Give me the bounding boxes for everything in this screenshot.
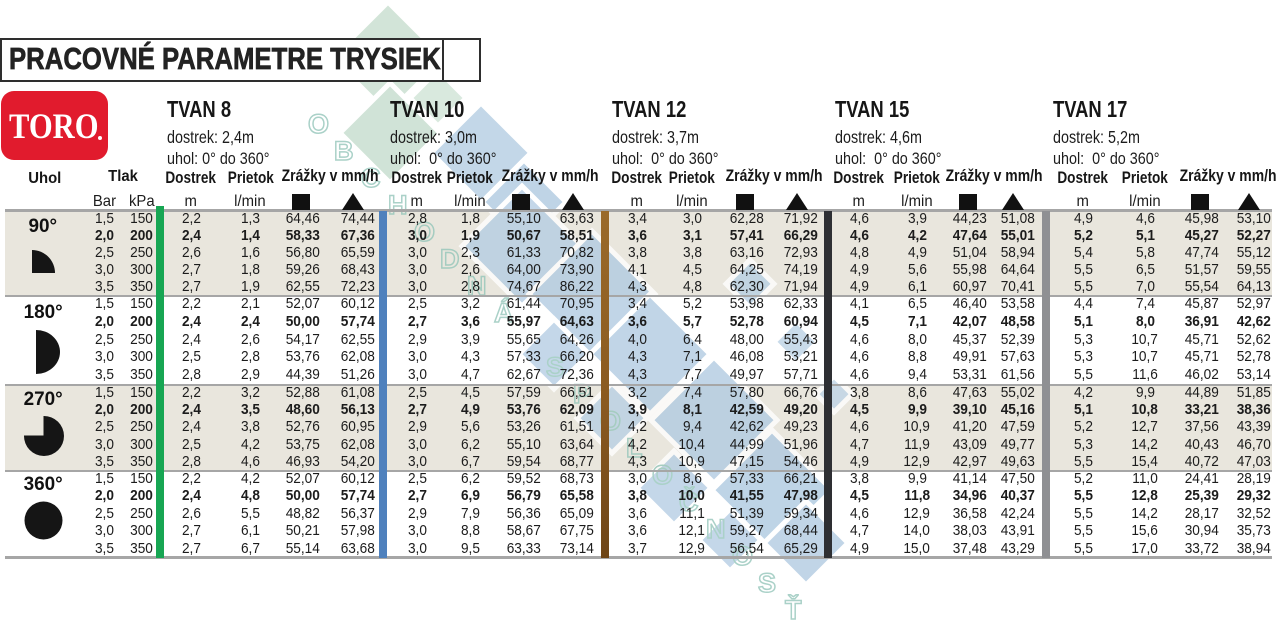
svg-text:Ť: Ť <box>785 594 802 621</box>
svg-text:B: B <box>334 136 354 166</box>
svg-text:P: P <box>573 379 591 409</box>
svg-text:H: H <box>388 190 408 220</box>
svg-text:L: L <box>626 433 643 463</box>
svg-text:O: O <box>414 217 435 247</box>
svg-text:O: O <box>652 460 673 490</box>
svg-text:N: N <box>706 514 726 544</box>
svg-text:D: D <box>440 244 460 274</box>
svg-text:C: C <box>361 163 381 193</box>
svg-text:S: S <box>546 352 564 382</box>
svg-text:N: N <box>467 271 487 301</box>
svg-text:O: O <box>308 109 329 139</box>
svg-text:S: S <box>758 568 776 598</box>
svg-text:Á: Á <box>494 297 514 328</box>
svg-text:Č: Č <box>679 486 699 517</box>
